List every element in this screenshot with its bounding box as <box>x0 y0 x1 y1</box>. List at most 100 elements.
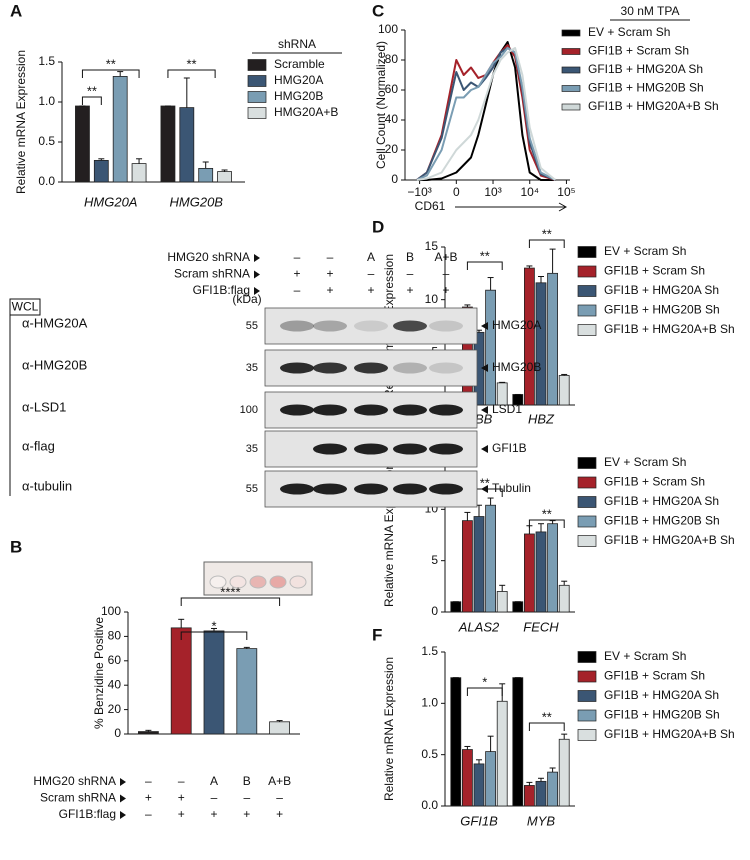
bar <box>535 531 547 613</box>
bar <box>535 282 547 406</box>
antibody-label: α-LSD1 <box>22 399 66 414</box>
kda-marker: 35 <box>246 362 258 374</box>
legend-swatch <box>577 496 597 508</box>
legend-label: HMG20B <box>274 89 323 103</box>
bar <box>496 700 508 807</box>
condition-arrow <box>120 811 126 819</box>
bar <box>512 677 524 807</box>
condition-cell: – <box>294 283 301 297</box>
kda-marker: 55 <box>246 483 258 495</box>
legend-swatch <box>577 304 597 317</box>
x-tick-label: 10⁴ <box>520 185 539 199</box>
condition-cell: – <box>178 774 185 788</box>
condition-cell: + <box>178 807 185 821</box>
blot-band <box>393 404 427 416</box>
bar <box>558 375 570 406</box>
condition-arrow <box>254 254 260 262</box>
condition-cell: A+B <box>268 774 291 788</box>
condition-label: GFI1B:flag <box>193 283 250 297</box>
blot-strip <box>264 307 478 345</box>
tube <box>209 575 227 589</box>
legend-label: HMG20A+B <box>274 105 338 119</box>
blot-band <box>429 320 463 332</box>
legend-title: shRNA <box>278 37 316 51</box>
bar <box>473 763 485 807</box>
bar <box>485 751 497 807</box>
y-tick-label: 60 <box>108 653 122 667</box>
bar <box>217 171 232 183</box>
legend-swatch <box>577 729 597 741</box>
legend-swatch <box>247 91 267 103</box>
blot-band <box>313 362 347 374</box>
y-tick-label: 80 <box>385 52 399 66</box>
legend-swatch <box>247 75 267 87</box>
condition-cell: + <box>406 283 413 297</box>
condition-cell: + <box>276 807 283 821</box>
legend-swatch <box>247 59 267 71</box>
bar <box>512 601 524 613</box>
blot-band <box>354 483 388 495</box>
histogram-line <box>416 44 556 181</box>
y-tick-label: 1.0 <box>38 94 55 108</box>
condition-cell: – <box>145 807 152 821</box>
legend-label: GFI1B + HMG20A+B Sh <box>604 727 735 741</box>
blot-band <box>393 320 427 332</box>
blot-band <box>354 443 388 455</box>
condition-arrow <box>254 287 260 295</box>
legend-swatch <box>577 324 597 336</box>
legend-title: 30 nM TPA <box>621 4 680 18</box>
kda-unit: (kDa) <box>232 292 261 306</box>
legend-label: GFI1B + Scram Sh <box>604 264 705 278</box>
condition-arrow <box>254 270 260 279</box>
legend-swatch <box>577 515 597 528</box>
target-arrow <box>481 364 488 372</box>
blot-band <box>429 362 463 374</box>
legend-label: GFI1B + HMG20B Sh <box>604 514 720 528</box>
significance-label: ** <box>480 248 490 263</box>
legend-label: EV + Scram Sh <box>604 455 686 469</box>
condition-cell: + <box>326 283 333 297</box>
blot-band <box>280 362 314 374</box>
y-tick-label: 5 <box>431 553 438 567</box>
legend-label: GFI1B + HMG20A Sh <box>604 283 719 297</box>
blot-band <box>393 362 427 374</box>
condition-cell: + <box>145 791 152 805</box>
significance-label: * <box>211 618 216 633</box>
y-tick-label: 100 <box>101 604 121 618</box>
significance-bracket <box>180 597 281 606</box>
y-tick-label: 1.0 <box>421 696 438 710</box>
significance-label: ** <box>480 475 490 490</box>
y-tick-label: 80 <box>108 629 122 643</box>
condition-arrow <box>120 778 126 786</box>
legend-label: HMG20A <box>274 73 323 87</box>
panel-letter: D <box>372 217 384 236</box>
condition-label: Scram shRNA <box>40 791 116 805</box>
x-tick-label: 0 <box>453 185 460 199</box>
legend-label: GFI1B + Scram Sh <box>588 44 689 58</box>
legend-swatch <box>577 285 597 297</box>
bar <box>75 105 90 183</box>
panel-letter: C <box>372 1 384 20</box>
legend-swatch <box>561 66 581 74</box>
y-tick-label: 40 <box>385 112 399 126</box>
y-tick-label: 0 <box>431 604 438 618</box>
significance-bracket <box>528 722 565 731</box>
histogram-line <box>416 47 556 181</box>
blot-band <box>313 483 347 495</box>
blot-band <box>280 404 314 416</box>
significance-bracket <box>466 261 503 270</box>
condition-cell: + <box>326 267 333 281</box>
x-tick-label: ALAS2 <box>458 619 500 634</box>
significance-label: ** <box>87 83 97 98</box>
blot-band <box>354 320 388 332</box>
significance-bracket <box>528 239 565 248</box>
y-axis-label: Relative mRNA Expression <box>382 657 396 801</box>
legend-label: GFI1B + HMG20A Sh <box>604 494 719 508</box>
bar <box>558 584 570 613</box>
bar <box>450 677 462 807</box>
condition-cell: A <box>367 250 375 264</box>
bar <box>203 630 225 735</box>
y-tick-label: 15 <box>425 239 439 253</box>
legend-swatch <box>561 29 581 37</box>
condition-label: Scram shRNA <box>174 267 250 281</box>
